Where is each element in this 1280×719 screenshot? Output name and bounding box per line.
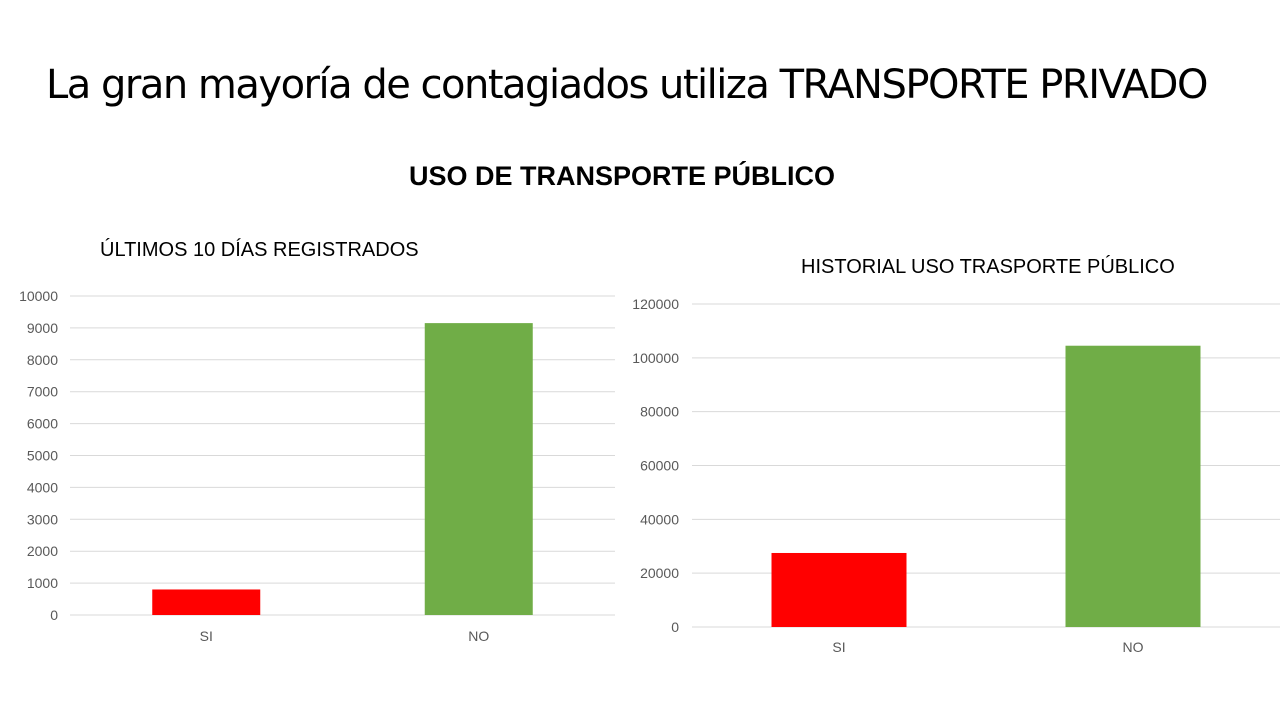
y-tick-label: 0	[671, 619, 679, 635]
bar-no	[424, 323, 533, 615]
y-tick-label: 9000	[27, 320, 58, 336]
bar-si	[771, 552, 907, 627]
y-tick-label: 7000	[27, 384, 58, 400]
y-tick-label: 60000	[640, 458, 679, 474]
slide-title: La gran mayoría de contagiados utiliza T…	[46, 62, 1208, 108]
chart-title: ÚLTIMOS 10 DÍAS REGISTRADOS	[100, 238, 419, 261]
x-category-label: SI	[200, 628, 213, 644]
section-title: USO DE TRANSPORTE PÚBLICO	[408, 161, 836, 191]
y-tick-label: 6000	[27, 416, 58, 432]
x-category-label: NO	[1123, 639, 1144, 655]
y-tick-label: 20000	[640, 565, 679, 581]
y-tick-label: 1000	[27, 575, 58, 591]
chart-last-10-days: ÚLTIMOS 10 DÍAS REGISTRADOS 0 1000 2000 3000…	[19, 238, 615, 644]
y-tick-label: 40000	[640, 511, 679, 527]
y-tick-label: 80000	[640, 404, 679, 420]
bar-si	[152, 589, 261, 615]
y-tick-label: 8000	[27, 352, 58, 368]
y-tick-label: 0	[50, 607, 58, 623]
y-tick-label: 3000	[27, 511, 58, 527]
y-tick-label: 10000	[19, 288, 58, 304]
bar-no	[1065, 345, 1201, 627]
y-tick-label: 4000	[27, 479, 58, 495]
y-tick-label: 100000	[632, 350, 679, 366]
x-category-label: SI	[832, 639, 845, 655]
x-category-label: NO	[468, 628, 489, 644]
y-tick-label: 2000	[27, 543, 58, 559]
y-tick-label: 120000	[632, 296, 679, 312]
y-tick-label: 5000	[27, 448, 58, 464]
chart-title: HISTORIAL USO TRASPORTE PÚBLICO	[801, 255, 1175, 278]
